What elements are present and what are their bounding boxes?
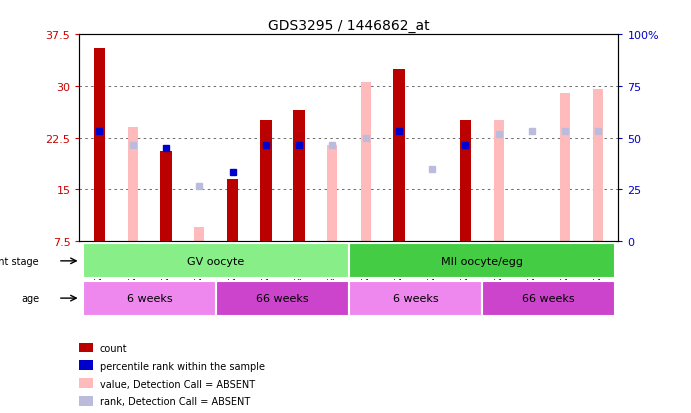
Bar [216,281,349,316]
Text: value, Detection Call = ABSENT: value, Detection Call = ABSENT [100,379,255,389]
Text: age: age [21,293,39,304]
Bar [361,83,370,242]
Bar [79,343,93,352]
Bar [393,69,405,242]
Bar [79,378,93,388]
Text: 6 weeks: 6 weeks [392,293,438,304]
Bar [349,281,482,316]
Text: rank, Detection Call = ABSENT: rank, Detection Call = ABSENT [100,396,250,406]
Bar [79,361,93,370]
Bar [227,180,238,242]
Bar [79,396,93,406]
Bar [93,49,105,242]
Title: GDS3295 / 1446862_at: GDS3295 / 1446862_at [268,19,430,33]
Bar [460,121,471,242]
Bar [83,281,216,316]
Text: 66 weeks: 66 weeks [256,293,309,304]
Bar [493,121,504,242]
Bar [83,244,349,279]
Text: count: count [100,343,128,353]
Bar [328,145,337,242]
Text: 6 weeks: 6 weeks [126,293,172,304]
Text: percentile rank within the sample: percentile rank within the sample [100,361,265,371]
Bar [194,228,205,242]
Bar [349,244,615,279]
Bar [560,94,570,242]
Bar [128,128,138,242]
Text: MII oocyte/egg: MII oocyte/egg [441,256,523,266]
Text: GV oocyte: GV oocyte [187,256,245,266]
Bar [260,121,272,242]
Bar [594,90,603,242]
Bar [160,152,172,242]
Text: 66 weeks: 66 weeks [522,293,575,304]
Bar [482,281,615,316]
Text: development stage: development stage [0,256,39,266]
Bar [293,111,305,242]
